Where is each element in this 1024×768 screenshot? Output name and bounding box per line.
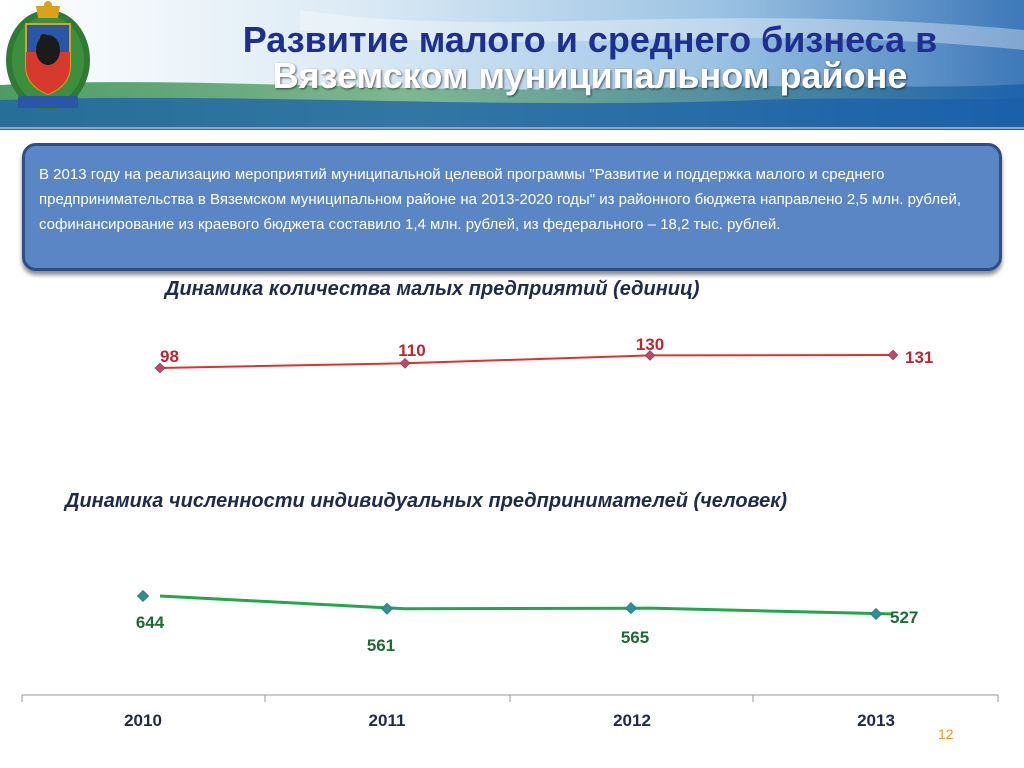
chart-2-point — [624, 602, 638, 615]
chart-1-point — [644, 350, 656, 361]
x-tick-label: 2012 — [613, 711, 651, 730]
chart-1-data-label: 130 — [636, 335, 664, 354]
header-banner: Развитие малого и среднего бизнеса в Вяз… — [0, 0, 1024, 130]
chart-1-line — [159, 354, 894, 369]
chart-1-data-label: 98 — [160, 347, 179, 366]
info-text: В 2013 году на реализацию мероприятий му… — [39, 166, 961, 233]
chart-1-point — [399, 357, 411, 369]
page-title: Развитие малого и среднего бизнеса в Вяз… — [160, 22, 1020, 94]
chart-2-point — [380, 602, 394, 615]
chart-1-title: Динамика количества малых предприятий (е… — [165, 278, 700, 300]
chart-2-point — [869, 607, 883, 621]
chart-2-title: Динамика численности индивидуальных пред… — [65, 490, 788, 512]
chart-2-data-label: 565 — [621, 628, 649, 647]
chart-2-point — [136, 589, 150, 603]
chart-1-point — [154, 362, 166, 374]
chart-1-point — [887, 349, 899, 361]
x-tick-label: 2010 — [124, 711, 162, 730]
chart-2-line — [159, 594, 894, 616]
header-background — [0, 0, 1024, 130]
x-tick-label: 2011 — [369, 711, 406, 730]
chart-2-data-label: 644 — [136, 613, 165, 632]
chart-1-data-label: 131 — [905, 348, 933, 367]
title-line-1: Развитие малого и среднего бизнеса в — [242, 19, 938, 60]
info-box: В 2013 году на реализацию мероприятий му… — [22, 143, 1002, 271]
title-line-2: Вяземском муниципальном районе — [272, 55, 908, 96]
chart-2-data-label: 561 — [367, 636, 395, 655]
coat-of-arms-icon — [6, 1, 90, 110]
x-tick-label: 2013 — [857, 711, 895, 730]
chart-1-data-label: 110 — [398, 341, 425, 360]
page-number: 12 — [938, 726, 954, 742]
chart-2-data-label: 527 — [890, 608, 918, 627]
